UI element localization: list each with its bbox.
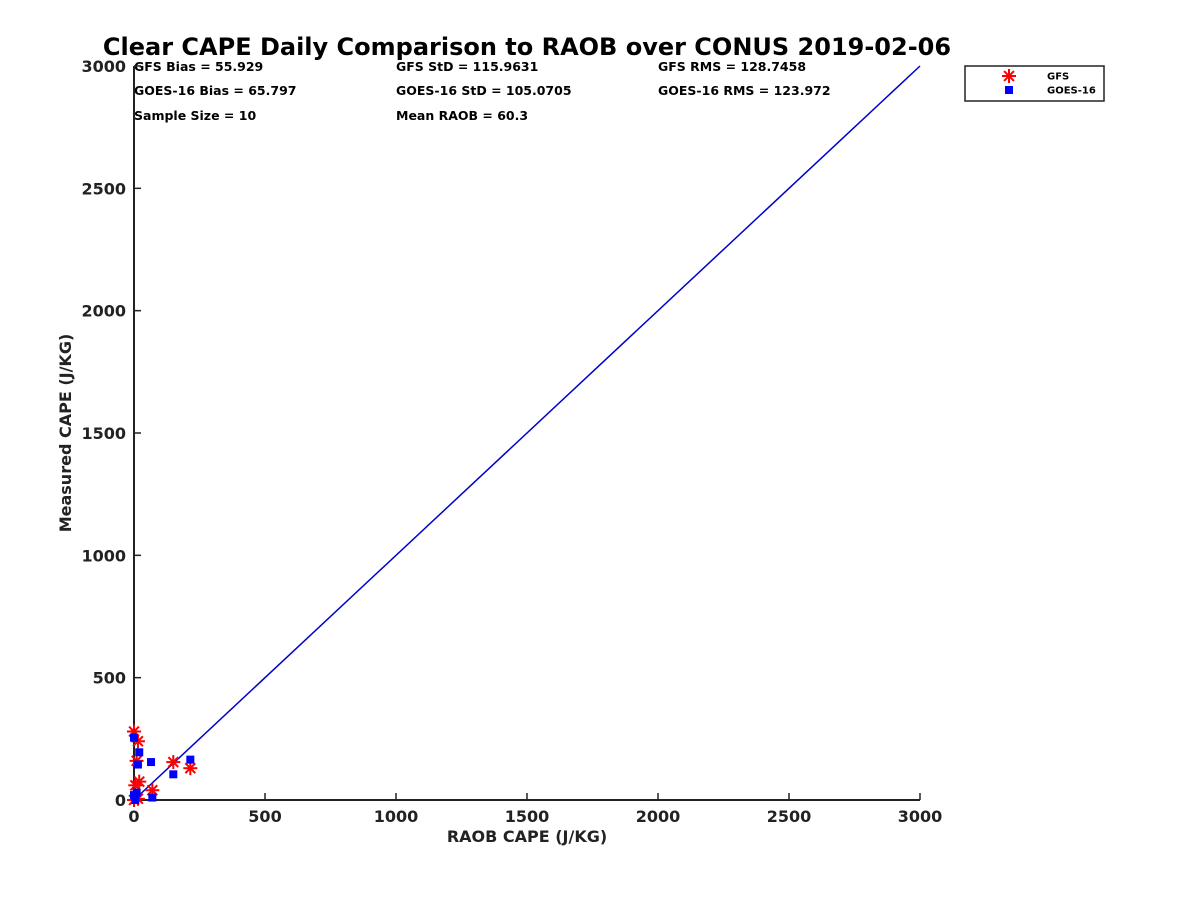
one-to-one-reference-line (133, 65, 921, 801)
legend-gfs-marker (1002, 69, 1016, 83)
y-tick-label: 2000 (81, 302, 126, 321)
axis-ticks: 0 500 1000 1500 2000 2500 3000 0 500 1000 1500 2000… (81, 57, 942, 826)
x-tick-label: 2500 (767, 807, 812, 826)
stat-text: Sample Size = 10 (134, 108, 256, 123)
x-tick-label: 1000 (374, 807, 419, 826)
y-tick-label: 3000 (81, 57, 126, 76)
y-axis-label: Measured CAPE (J/KG) (56, 334, 75, 533)
data-points (127, 724, 198, 807)
stat-text: Mean RAOB = 60.3 (396, 108, 528, 123)
stat-text: GOES-16 RMS = 123.972 (658, 83, 831, 98)
goes16-point (130, 733, 138, 742)
legend-goes16-marker (1005, 86, 1013, 94)
stat-text: GFS RMS = 128.7458 (658, 59, 806, 74)
goes16-point (133, 760, 142, 769)
goes16-point (186, 755, 195, 764)
goes16-point (169, 770, 178, 779)
x-tick-label: 3000 (898, 807, 943, 826)
y-tick-label: 2500 (81, 179, 126, 198)
x-tick-label: 500 (248, 807, 281, 826)
stats-block: GFS Bias = 55.929 GFS StD = 115.9631 GFS R… (134, 59, 831, 123)
chart-title: Clear CAPE Daily Comparison to RAOB over… (103, 33, 951, 61)
goes16-point (131, 796, 140, 804)
x-axis-label: RAOB CAPE (J/KG) (447, 827, 607, 846)
y-tick-label: 1000 (81, 546, 126, 565)
stat-text: GFS StD = 115.9631 (396, 59, 538, 74)
goes16-point (148, 793, 157, 802)
legend-label: GFS (1047, 72, 1069, 83)
x-tick-label: 2000 (636, 807, 681, 826)
legend-label: GOES-16 (1047, 86, 1096, 97)
y-tick-label: 1500 (81, 424, 126, 443)
y-tick-label: 0 (115, 791, 126, 810)
goes16-point (147, 758, 156, 767)
y-tick-label: 500 (93, 669, 126, 688)
gfs-point (166, 755, 181, 770)
x-tick-label: 1500 (505, 807, 550, 826)
goes16-point (135, 748, 144, 757)
goes16-point (130, 791, 138, 800)
stat-text: GFS Bias = 55.929 (134, 59, 263, 74)
stat-text: GOES-16 StD = 105.0705 (396, 83, 572, 98)
stat-text: GOES-16 Bias = 65.797 (134, 83, 296, 98)
legend: GFS GOES-16 (964, 65, 1105, 102)
x-tick-label: 0 (128, 807, 139, 826)
legend-box (964, 65, 1105, 102)
